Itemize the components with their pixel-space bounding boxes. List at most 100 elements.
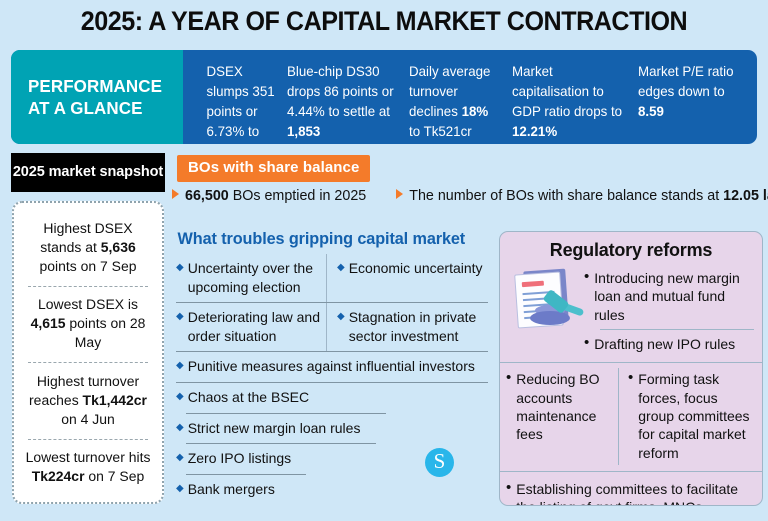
dot-bullet-icon: • [584,333,590,351]
regulatory-reforms-title: Regulatory reforms [549,240,713,260]
regulatory-bottom-section: •Establishing committees to facilitate t… [500,472,762,505]
tbs-logo-glyph: S [433,449,446,473]
trouble-item-margin-loan-rules: ◆ Strict new margin loan rules [176,414,488,444]
perf-stat-turnover: Daily average turnover declines 18% to T… [409,62,510,139]
snapshot-item-highest-turnover: Highest turnover reaches Tk1,442cr on 4 … [23,363,154,439]
regulatory-item-label: Drafting new IPO rules [594,335,736,352]
trouble-item-label: Bank mergers [187,480,275,497]
snapshot-badge: 2025 market snapshot [11,153,165,192]
trouble-item-label: Punitive measures against influential in… [187,358,475,375]
diamond-bullet-icon: ◆ [176,421,184,433]
regulatory-divider [600,328,754,330]
regulatory-item-ipo-rules: • Drafting new IPO rules [584,333,754,356]
trouble-item-bank-mergers: ◆ Bank mergers [176,475,488,505]
troubles-divider [176,382,488,384]
performance-stats: DSEX slumps 351 points or 6.73% to close… [183,50,757,144]
snapshot-item-value: 5,636 [100,238,136,255]
regulatory-middle-section: • Reducing BO accounts maintenance fees •… [500,363,762,472]
trouble-item-private-investment: ◆ Stagnation in private sector investment [326,303,488,352]
diamond-bullet-icon: ◆ [176,452,184,464]
perf-stat-value: 1,853 [287,123,321,139]
triangle-bullet-icon [172,189,179,199]
dot-bullet-icon: • [506,369,512,387]
snapshot-item-value: 4,615 [30,315,66,332]
bos-items: 66,500 BOs emptied in 2025 The number of… [172,188,768,204]
trouble-item-law-order: ◆ Deteriorating law and order situation [176,303,326,351]
perf-stat-text: Market P/E ratio edges down to [638,64,734,99]
regulatory-item-label: Reducing BO accounts maintenance fees [516,371,600,443]
snapshot-divider [28,285,148,287]
snapshot-divider [28,362,148,364]
bos-item-value: 12.05 lakh [723,188,768,204]
troubles-row: ◆ Uncertainty over the upcoming election … [176,254,488,303]
snapshot-item-highest-dsex: Highest DSEX stands at 5,636 points on 7… [23,210,154,286]
troubles-row: ◆ Deteriorating law and order situation ◆… [176,303,488,352]
trouble-item-zero-ipo: ◆ Zero IPO listings [176,444,488,474]
bos-item-text: BOs emptied in 2025 [228,188,367,204]
perf-stat-value: 8.59 [638,103,664,119]
diamond-bullet-icon: ◆ [176,311,184,323]
snapshot-badge-label: 2025 market snapshot [12,164,164,181]
document-gavel-icon [506,265,585,356]
tbs-logo-icon: S [425,448,454,477]
snapshot-item-post: points on 28 May [65,315,146,351]
snapshot-item-pre: Highest DSEX stands at [40,219,133,255]
triangle-bullet-icon [396,189,404,199]
dot-bullet-icon: • [584,268,590,285]
gavel-block-icon [535,305,565,316]
dot-bullet-icon: • [628,369,634,387]
snapshot-item-post: on 7 Sep [84,468,145,485]
snapshot-item-value: Tk1,442cr [82,391,147,408]
troubles-section: What troubles gripping capital market ◆ U… [176,230,488,504]
troubles-title: What troubles gripping capital market [177,230,466,248]
bos-item-value: 66,500 [185,188,229,204]
performance-label: PERFORMANCE AT A GLANCE [11,50,183,144]
diamond-bullet-icon: ◆ [176,391,184,403]
regulatory-middle-left: • Reducing BO accounts maintenance fees [506,368,618,465]
perf-stat-ds30: Blue-chip DS30 drops 86 points or 4.44% … [287,62,407,139]
gavel-base-icon [530,311,570,325]
troubles-divider [186,412,386,414]
diamond-bullet-icon: ◆ [337,262,345,273]
regulatory-item-task-forces: • Forming task forces, focus group commit… [628,368,755,465]
trouble-item-label: Chaos at the BSEC [187,389,310,406]
perf-stat-text: Market capitalisation to GDP ratio drops… [512,64,623,119]
snapshot-item-value: Tk224cr [31,468,85,485]
regulatory-top-list: • Introducing new margin loan and mutual … [584,265,754,356]
diamond-bullet-icon: ◆ [176,482,184,494]
snapshot-item-pre: Highest turnover reaches [29,372,140,408]
trouble-item-label: Deteriorating law and order situation [187,309,320,344]
bos-share-balance-badge: BOs with share balance [177,155,371,182]
trouble-item-bsec-chaos: ◆ Chaos at the BSEC [176,383,488,413]
performance-label-line1: PERFORMANCE [28,75,163,96]
regulatory-middle-right: • Forming task forces, focus group commit… [618,368,755,465]
bos-item-emptied: 66,500 BOs emptied in 2025 [172,188,366,204]
regulatory-reforms-panel: Regulatory reforms • Introducing new [499,231,763,506]
troubles-divider [186,443,376,445]
regulatory-item-bo-fees: • Reducing BO accounts maintenance fees [506,368,612,446]
perf-stat-text: Daily average turnover declines [409,64,491,119]
perf-stat-dsex: DSEX slumps 351 points or 6.73% to close… [183,62,285,144]
diamond-bullet-icon: ◆ [176,360,184,372]
perf-stat-value: 12.21% [512,123,558,139]
trouble-item-label: Zero IPO listings [187,450,292,467]
perf-stat-text: DSEX slumps 351 points or 6.73% to close… [206,64,275,144]
perf-stat-pe-ratio: Market P/E ratio edges down to 8.59 [638,62,755,134]
snapshot-box: Highest DSEX stands at 5,636 points on 7… [12,201,164,504]
bos-badge-label: BOs with share balance [188,159,360,176]
trouble-item-economic-uncertainty: ◆ Economic uncertainty [326,254,488,303]
snapshot-item-lowest-dsex: Lowest DSEX is 4,615 points on 28 May [23,287,154,363]
perf-stat-text: Blue-chip DS30 drops 86 points or 4.44% … [287,64,394,119]
performance-label-line2: AT A GLANCE [28,98,143,118]
trouble-item-punitive-measures: ◆ Punitive measures against influential i… [176,352,488,382]
troubles-divider [176,302,488,304]
regulatory-top-section: • Introducing new margin loan and mutual … [500,265,762,364]
diamond-bullet-icon: ◆ [337,311,345,323]
performance-at-a-glance-bar: PERFORMANCE AT A GLANCE DSEX slumps 351 … [11,50,757,144]
diamond-bullet-icon: ◆ [176,262,184,273]
page-title: 2025: A YEAR OF CAPITAL MARKET CONTRACTI… [80,6,688,36]
regulatory-item-label: Establishing committees to facilitate th… [516,480,739,505]
snapshot-item-post: on 4 Jun [61,410,115,427]
trouble-item-label: Economic uncertainty [348,260,483,276]
